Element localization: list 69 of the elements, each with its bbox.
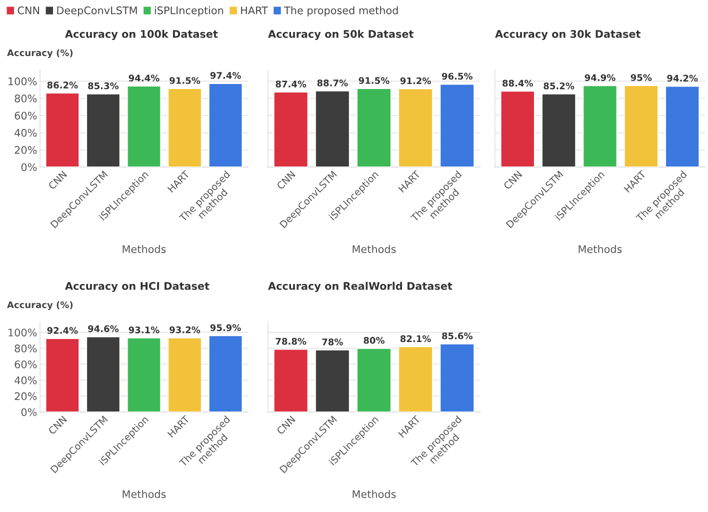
legend-label: iSPLInception xyxy=(154,6,224,16)
data-label: 88.4% xyxy=(502,80,534,87)
y-axis-title: Accuracy (%) xyxy=(7,301,73,310)
bar xyxy=(356,348,392,412)
bar xyxy=(440,343,475,412)
y-axis-title: Accuracy (%) xyxy=(7,49,73,58)
y-tick-label: 60% xyxy=(14,360,37,368)
data-label: 94.4% xyxy=(128,74,160,82)
data-label: 85.3% xyxy=(88,82,119,90)
y-tick-label: 0% xyxy=(21,163,37,172)
y-tick-label: 100% xyxy=(8,328,37,336)
y-tick-label: 20% xyxy=(14,146,37,154)
y-tick-label: 40% xyxy=(14,376,37,384)
data-label: 91.5% xyxy=(358,77,390,84)
y-tick-label: 80% xyxy=(14,94,37,102)
x-axis-title: Methods xyxy=(352,490,396,498)
y-tick-label: 40% xyxy=(14,128,37,137)
x-axis-title: Methods xyxy=(352,245,396,254)
legend-label: DeepConvLSTM xyxy=(57,6,137,16)
y-tick-label: 100% xyxy=(8,77,37,86)
data-label: 91.2% xyxy=(400,77,431,84)
data-label: 93.1% xyxy=(128,326,160,334)
bar xyxy=(398,346,434,412)
data-label: 94.9% xyxy=(584,74,616,82)
chart-title: Accuracy on 30k Dataset xyxy=(495,30,641,40)
chart-title: Accuracy on 50k Dataset xyxy=(268,30,414,40)
bar xyxy=(664,86,700,167)
bar xyxy=(273,348,308,412)
x-axis-title: Methods xyxy=(578,245,622,254)
data-label: 94.6% xyxy=(88,325,119,332)
data-label: 86.2% xyxy=(47,82,78,88)
data-label: 78% xyxy=(322,338,343,346)
data-label: 95% xyxy=(630,74,652,81)
bar xyxy=(541,93,576,167)
data-label: 94.2% xyxy=(667,74,698,82)
x-axis-title: Methods xyxy=(122,245,166,254)
bar xyxy=(624,84,659,167)
data-label: 91.5% xyxy=(170,77,200,84)
y-tick-label: 0% xyxy=(21,408,37,416)
data-label: 95.9% xyxy=(210,324,241,332)
data-label: 88.7% xyxy=(317,80,348,86)
chart-title: Accuracy on 100k Dataset xyxy=(65,30,218,40)
bar xyxy=(398,88,434,167)
chart-title: Accuracy on RealWorld Dataset xyxy=(268,282,452,292)
legend-label: HART xyxy=(241,6,268,14)
bar xyxy=(582,84,618,167)
data-label: 82.1% xyxy=(400,335,431,342)
chart-title: Accuracy on HCI Dataset xyxy=(65,282,210,292)
y-tick-label: 20% xyxy=(14,392,37,400)
legend-label: CNN xyxy=(18,6,40,14)
bar xyxy=(500,90,536,167)
y-tick-label: 80% xyxy=(14,344,37,352)
y-tick-label: 60% xyxy=(14,112,37,120)
data-label: 92.4% xyxy=(47,327,78,334)
data-label: 93.2% xyxy=(170,326,200,334)
bar xyxy=(314,349,350,412)
data-label: 80% xyxy=(364,336,385,344)
data-label: 87.4% xyxy=(276,80,306,88)
x-axis-title: Methods xyxy=(122,490,166,498)
data-label: 96.5% xyxy=(442,72,473,80)
data-label: 78.8% xyxy=(276,338,306,345)
bar xyxy=(273,91,308,167)
bar xyxy=(314,90,350,167)
data-label: 97.4% xyxy=(210,72,241,79)
legend-label: The proposed method xyxy=(284,6,398,16)
bar xyxy=(356,88,392,167)
data-label: 85.2% xyxy=(544,82,574,90)
data-label: 85.6% xyxy=(442,332,473,340)
bar xyxy=(440,84,475,167)
